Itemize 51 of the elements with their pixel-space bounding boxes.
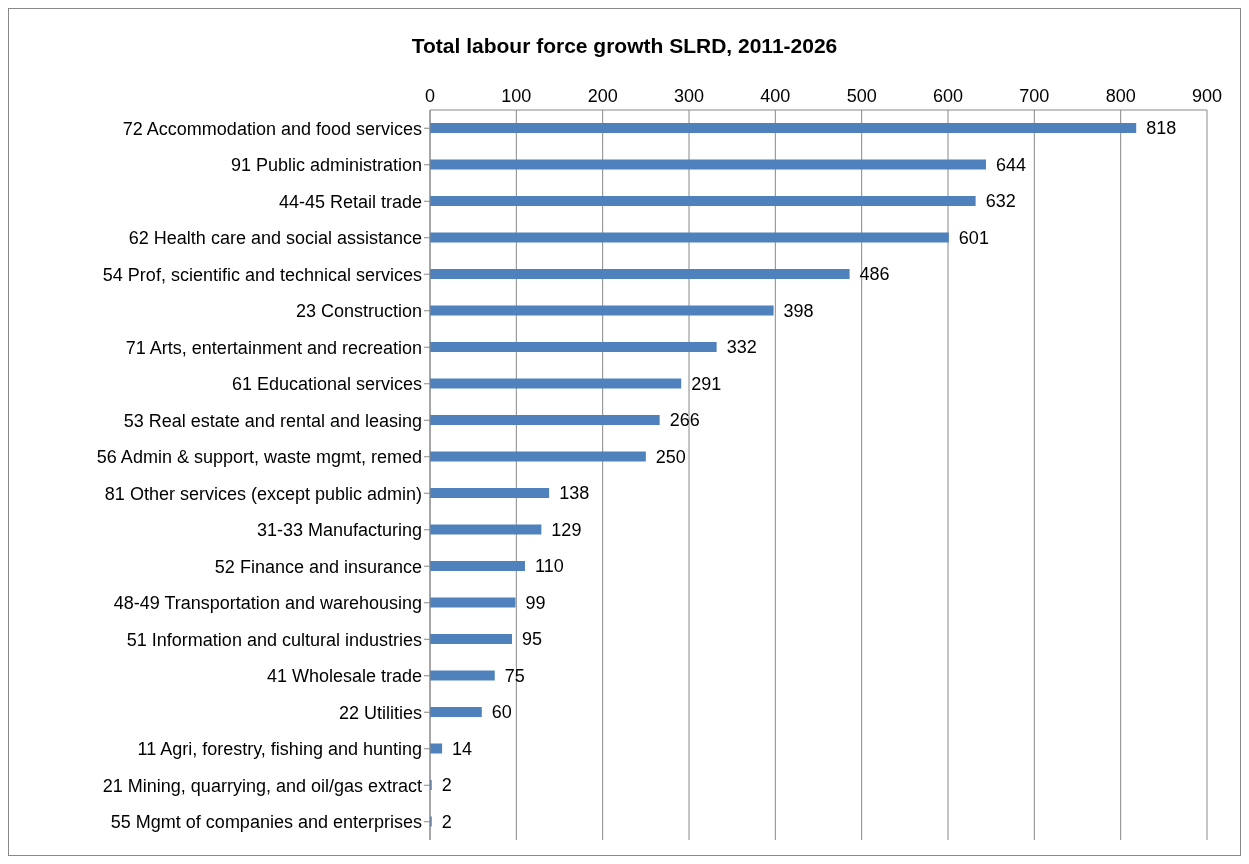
x-tick-label: 200 [587,86,618,106]
y-tick-label: 55 Mgmt of companies and enterprises [110,812,422,833]
y-tick-label: 11 Agri, forestry, fishing and hunting [137,739,422,760]
x-tick-label: 300 [673,86,705,106]
data-label: 138 [559,483,590,504]
data-label: 129 [551,519,582,540]
x-tick-label: 0 [424,86,436,106]
data-label: 818 [1146,118,1177,139]
y-tick-label: 31-33 Manufacturing [256,520,422,541]
data-label: 75 [504,665,525,686]
y-tick-label: 22 Utilities [338,702,422,723]
x-tick-label: 400 [760,86,791,106]
data-label: 14 [452,738,473,759]
y-tick-label: 52 Finance and insurance [214,556,422,577]
y-tick-label: 53 Real estate and rental and leasing [123,410,422,431]
chart-title: Total labour force growth SLRD, 2011-2026 [410,33,839,59]
data-label: 644 [995,154,1027,175]
data-label: 60 [491,702,512,723]
data-label: 2 [441,811,452,832]
y-tick-label: 61 Educational services [231,374,422,395]
y-tick-label: 71 Arts, entertainment and recreation [125,337,422,358]
data-label: 398 [783,300,814,321]
y-tick-label: 62 Health care and social assistance [128,228,422,249]
data-label: 250 [655,446,686,467]
y-tick-label: 72 Accommodation and food services [122,118,422,139]
y-tick-label: 21 Mining, quarrying, and oil/gas extract [102,775,422,796]
y-tick-label: 56 Admin & support, waste mgmt, remed [96,447,422,468]
y-tick-label: 54 Prof, scientific and technical services [102,264,422,285]
data-label: 266 [669,410,700,431]
data-label: 2 [441,775,452,796]
data-label: 291 [691,373,722,394]
y-tick-label: 51 Information and cultural industries [126,629,422,650]
y-tick-label: 23 Construction [295,301,422,322]
data-label: 332 [726,337,757,358]
x-tick-label: 900 [1191,86,1223,106]
data-label: 95 [522,629,543,650]
x-tick-label: 100 [501,86,532,106]
data-label: 632 [985,191,1016,212]
y-tick-label: 91 Public administration [230,155,422,176]
data-label: 486 [859,264,890,285]
x-tick-label: 600 [932,86,964,106]
data-label: 601 [958,227,989,248]
y-tick-label: 44-45 Retail trade [278,191,422,212]
data-label: 99 [525,592,546,613]
y-tick-label: 48-49 Transportation and warehousing [113,593,422,614]
x-tick-label: 700 [1019,86,1050,106]
x-tick-label: 500 [846,86,877,106]
y-tick-label: 81 Other services (except public admin) [104,483,422,504]
y-tick-label: 41 Wholesale trade [266,666,422,687]
data-label: 110 [534,556,564,577]
x-tick-label: 800 [1105,86,1136,106]
